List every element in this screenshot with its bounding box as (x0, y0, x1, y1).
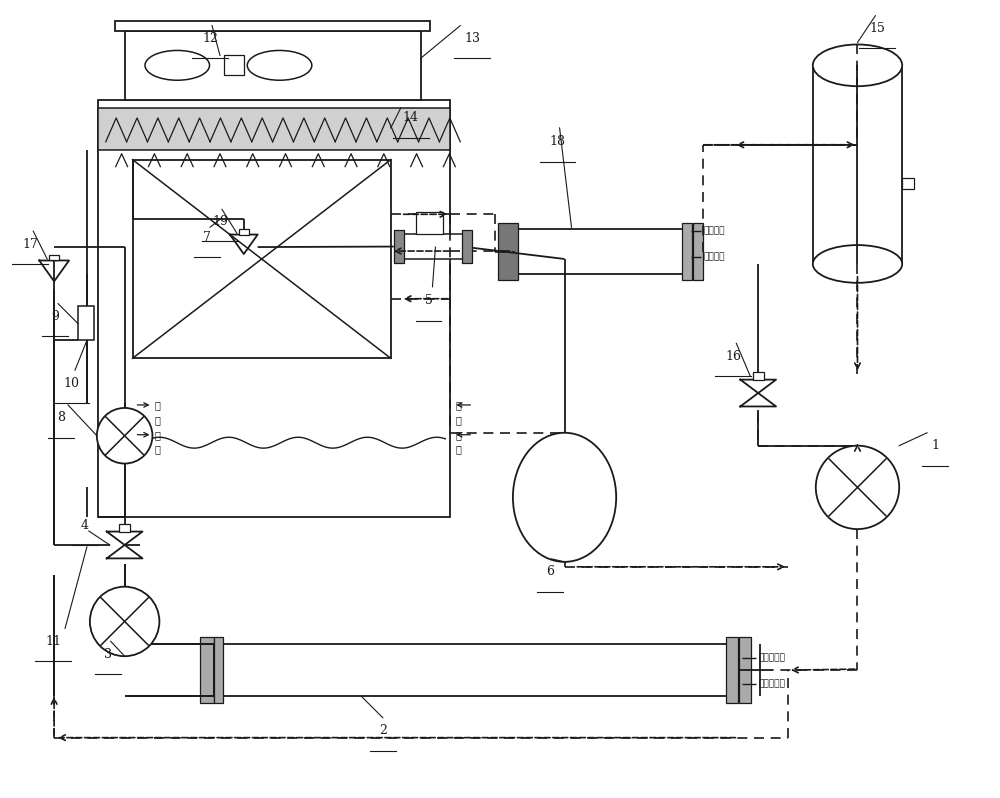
Text: 进: 进 (154, 430, 160, 440)
Bar (78, 306, 94, 341)
Bar (200, 638, 214, 703)
Bar (98, 100, 450, 517)
Text: 8: 8 (57, 411, 65, 425)
Bar (98, 108, 450, 150)
Text: 12: 12 (202, 32, 218, 45)
Text: 11: 11 (45, 634, 61, 648)
Text: 2: 2 (379, 724, 387, 737)
Text: 3: 3 (104, 648, 112, 661)
Bar (416, 212, 443, 234)
Text: 空: 空 (154, 400, 160, 410)
Text: 进: 进 (455, 430, 461, 440)
Bar (813, 65, 902, 264)
Bar (693, 223, 703, 280)
Text: 15: 15 (869, 22, 885, 35)
Text: 1: 1 (931, 439, 939, 452)
Bar (115, 21, 430, 30)
Ellipse shape (813, 45, 902, 86)
Text: 6: 6 (546, 565, 554, 579)
Text: 9: 9 (51, 310, 59, 323)
Text: 17: 17 (22, 238, 38, 251)
Text: 冷冻水出水: 冷冻水出水 (758, 680, 785, 689)
Text: 口: 口 (455, 444, 461, 455)
Text: 5: 5 (425, 294, 432, 307)
Bar (726, 638, 738, 703)
Bar (515, 229, 684, 274)
Text: 4: 4 (81, 519, 89, 531)
Text: 13: 13 (464, 32, 480, 45)
Bar (49, 255, 59, 260)
Bar (212, 644, 738, 696)
Text: 16: 16 (725, 350, 741, 363)
Bar (682, 223, 692, 280)
Text: 热水进水: 热水进水 (704, 252, 725, 262)
Bar (401, 234, 465, 259)
Bar (753, 373, 764, 380)
Bar (394, 230, 404, 263)
Text: 7: 7 (203, 231, 211, 243)
Bar (462, 230, 472, 263)
Bar (739, 638, 751, 703)
Circle shape (90, 587, 159, 656)
Text: 空: 空 (455, 400, 461, 410)
Circle shape (97, 408, 152, 464)
Circle shape (816, 445, 899, 529)
Bar (498, 223, 518, 280)
Ellipse shape (247, 50, 312, 81)
Text: 10: 10 (63, 377, 79, 389)
Text: 14: 14 (403, 112, 419, 124)
Ellipse shape (145, 50, 210, 81)
Bar (133, 160, 391, 358)
Bar (214, 638, 223, 703)
Text: 19: 19 (212, 215, 228, 227)
Bar (239, 229, 249, 235)
Text: 气: 气 (455, 415, 461, 425)
Ellipse shape (813, 245, 902, 282)
Text: 冷冻水进水: 冷冻水进水 (758, 654, 785, 662)
Text: 口: 口 (154, 444, 160, 455)
Bar (125, 30, 421, 100)
Text: 热水出水: 热水出水 (704, 227, 725, 235)
Ellipse shape (513, 433, 616, 562)
Text: 18: 18 (550, 136, 566, 148)
Bar (902, 177, 914, 189)
Text: 气: 气 (154, 415, 160, 425)
Bar (224, 55, 244, 75)
Bar (119, 524, 130, 531)
